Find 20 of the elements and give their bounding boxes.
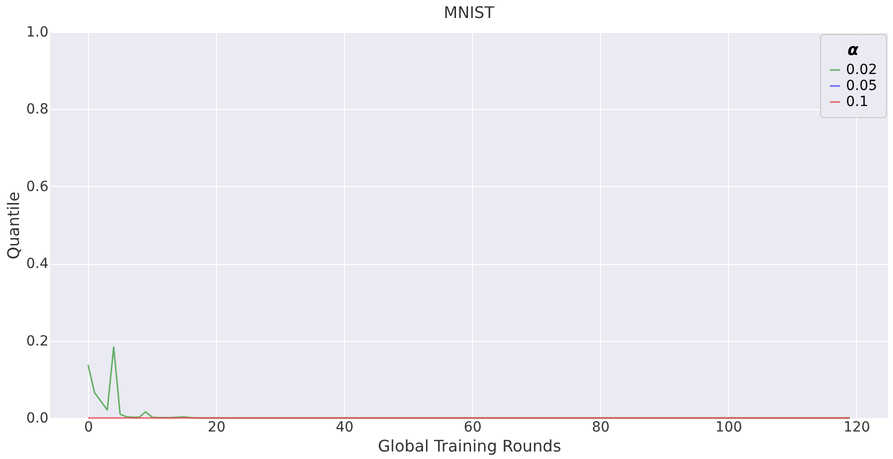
x-tick-label: 0 xyxy=(84,420,94,436)
y-axis-title: Quantile xyxy=(4,192,24,260)
x-axis-title: Global Training Rounds xyxy=(378,436,562,456)
legend-label: 0.1 xyxy=(846,94,868,110)
x-tick-label: 20 xyxy=(208,420,226,436)
y-tick-label: 0.0 xyxy=(26,410,48,426)
x-tick-label: 80 xyxy=(592,420,610,436)
legend-label: 0.02 xyxy=(846,62,878,78)
x-tick-label: 60 xyxy=(464,420,482,436)
y-tick-label: 0.8 xyxy=(26,102,48,118)
x-tick-label: 100 xyxy=(715,420,742,436)
y-tick-label: 0.6 xyxy=(26,178,49,195)
y-tick-label: 0.2 xyxy=(26,333,48,350)
legend-label: 0.05 xyxy=(846,78,878,94)
y-tick-label: 1.0 xyxy=(26,24,48,40)
y-tick-label: 0.4 xyxy=(26,256,49,272)
legend-title: α xyxy=(848,40,860,59)
chart-title: MNIST xyxy=(444,3,494,22)
x-tick-label: 40 xyxy=(336,420,354,436)
x-tick-label: 120 xyxy=(843,420,870,436)
